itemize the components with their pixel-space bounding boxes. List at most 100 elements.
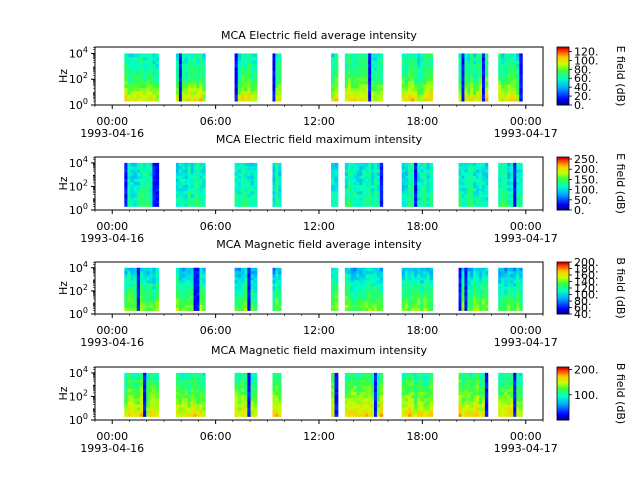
spectrogram-cell — [458, 286, 462, 290]
spectrogram-cell — [196, 385, 200, 389]
spectrogram-cell — [184, 379, 189, 383]
spectrogram-cell — [473, 372, 477, 377]
spectrogram-cell — [272, 187, 276, 192]
x-tick-label: 18:00 — [407, 220, 439, 233]
colorbar-segment — [557, 182, 569, 184]
spectrogram-cell — [202, 391, 206, 396]
spectrogram-cell — [507, 194, 511, 198]
spectrogram-cell — [407, 304, 412, 308]
spectrogram-cell — [202, 194, 206, 198]
spectrogram-cell — [193, 267, 197, 272]
spectrogram-cell — [479, 70, 483, 75]
spectrogram-cell — [510, 203, 514, 207]
spectrogram-cell — [426, 90, 431, 95]
spectrogram-cell — [519, 379, 523, 383]
spectrogram-cell — [411, 385, 415, 389]
spectrogram-cell — [353, 87, 357, 92]
spectrogram-cell — [202, 407, 206, 411]
spectrogram-cell — [359, 94, 363, 99]
spectrogram-cell — [362, 413, 366, 417]
spectrogram-cell — [458, 53, 462, 58]
spectrogram-cell — [139, 391, 144, 396]
spectrogram-cell — [187, 77, 192, 82]
spectrogram-cell — [275, 385, 279, 389]
spectrogram-cell — [127, 276, 131, 281]
spectrogram-cell — [414, 298, 418, 302]
spectrogram-cell — [407, 295, 412, 299]
spectrogram-cell — [458, 379, 462, 383]
spectrogram-cell — [365, 283, 369, 287]
spectrogram-cell — [199, 283, 203, 287]
spectrogram-cell — [404, 190, 409, 195]
spectrogram-cell — [196, 184, 200, 189]
spectrogram-cell — [379, 301, 384, 305]
spectrogram-cell — [484, 286, 489, 290]
spectrogram-cell — [146, 379, 150, 383]
spectrogram-cell — [234, 292, 239, 296]
colorbar-tick-label: 50. — [574, 194, 592, 207]
spectrogram-cell — [199, 289, 203, 293]
spectrogram-cell — [196, 175, 200, 179]
spectrogram-cell — [253, 379, 258, 383]
spectrogram-cell — [178, 289, 183, 293]
spectrogram-cell — [184, 162, 189, 167]
spectrogram-cell — [202, 90, 206, 95]
spectrogram-cell — [244, 60, 248, 65]
spectrogram-cell — [190, 97, 194, 102]
spectrogram-cell — [181, 289, 186, 293]
spectrogram-cell — [376, 172, 381, 176]
spectrogram-cell — [417, 304, 421, 308]
spectrogram-cell — [407, 178, 412, 182]
spectrogram-cell — [507, 60, 511, 65]
spectrogram-cell — [196, 407, 200, 411]
spectrogram-cell — [146, 289, 150, 293]
spectrogram-cell — [504, 169, 508, 173]
spectrogram-cell — [411, 87, 415, 92]
spectrogram-cell — [127, 372, 131, 377]
spectrogram-cell — [146, 172, 150, 176]
spectrogram-cell — [376, 178, 381, 182]
spectrogram-cell — [278, 172, 282, 176]
spectrogram-cell — [404, 397, 409, 402]
spectrogram-cell — [473, 397, 477, 402]
spectrogram-cell — [507, 394, 511, 399]
spectrogram-cell — [130, 172, 135, 176]
spectrogram-cell — [202, 292, 206, 296]
spectrogram-cell — [130, 407, 135, 411]
spectrogram-cell — [275, 388, 279, 392]
spectrogram-cell — [368, 172, 372, 176]
spectrogram-cell — [356, 94, 360, 99]
spectrogram-cell — [470, 279, 474, 284]
spectrogram-cell — [365, 70, 369, 75]
spectrogram-cell — [187, 407, 192, 411]
spectrogram-cell — [244, 388, 248, 392]
spectrogram-cell — [482, 400, 486, 405]
spectrogram-cell — [476, 289, 480, 293]
spectrogram-cell — [196, 73, 200, 78]
spectrogram-cell — [278, 187, 282, 192]
spectrogram-cell — [420, 376, 424, 380]
spectrogram-cell — [482, 397, 486, 402]
spectrogram-cell — [368, 385, 372, 389]
spectrogram-cell — [482, 87, 486, 92]
spectrogram-cell — [417, 298, 421, 302]
spectrogram-cell — [178, 407, 183, 411]
spectrogram-cell — [407, 307, 412, 311]
spectrogram-cell — [250, 413, 255, 417]
spectrogram-cell — [404, 304, 409, 308]
spectrogram-cell — [237, 391, 242, 396]
spectrogram-cell — [359, 307, 363, 311]
spectrogram-cell — [196, 97, 200, 102]
spectrogram-cell — [461, 391, 465, 396]
spectrogram-cell — [253, 162, 258, 167]
colorbar-segment — [557, 84, 569, 87]
spectrogram-cell — [149, 60, 153, 65]
spectrogram-cell — [423, 292, 427, 296]
spectrogram-cell — [504, 385, 508, 389]
spectrogram-cell — [479, 73, 483, 78]
spectrogram-cell — [501, 200, 505, 204]
spectrogram-cell — [426, 273, 431, 278]
spectrogram-cell — [464, 56, 468, 61]
spectrogram-cell — [411, 203, 415, 207]
spectrogram-cell — [196, 379, 200, 383]
